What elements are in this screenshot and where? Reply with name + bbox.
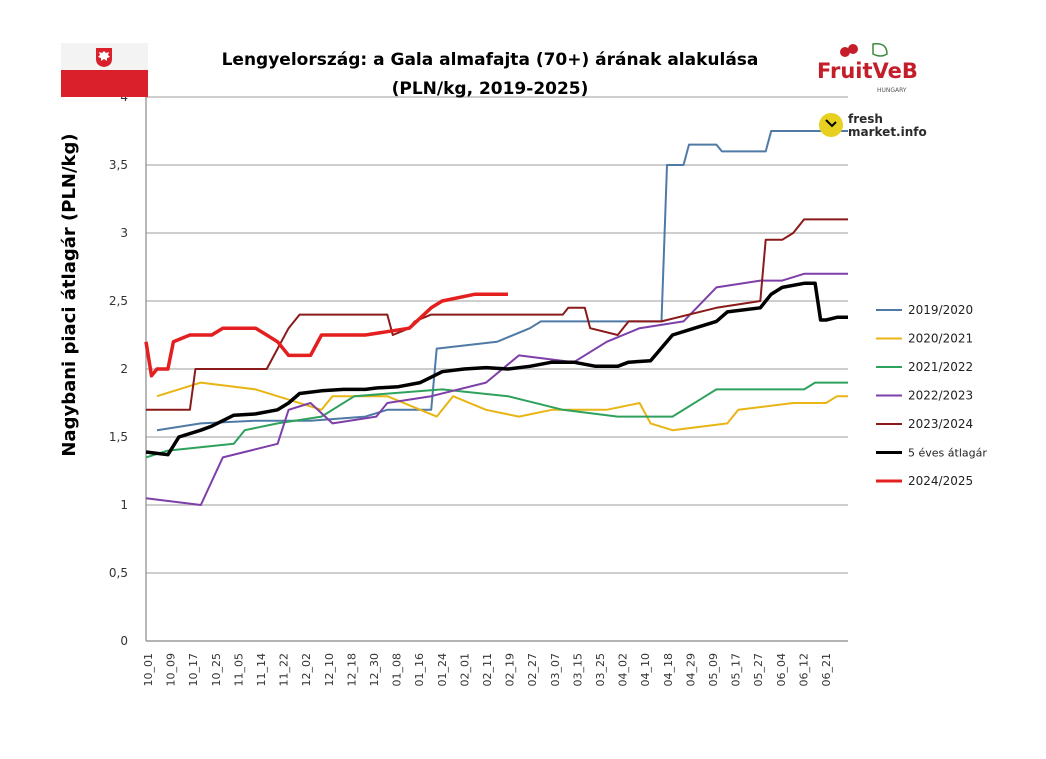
x-tick-label: 04_10	[639, 653, 652, 687]
series-line	[156, 381, 848, 432]
series-line	[145, 381, 848, 459]
chart-title: Lengyelország: a Gala almafajta (70+) ár…	[160, 46, 820, 104]
y-tick-label: 2	[120, 362, 128, 376]
x-tick-label: 06_12	[797, 653, 810, 687]
y-tick-label: 0,5	[109, 566, 128, 580]
x-tick-label: 05_27	[752, 653, 765, 687]
x-tick-label: 12_18	[345, 653, 358, 687]
y-axis-label: Nagybani piaci átlagár (PLN/kg)	[59, 133, 80, 457]
svg-text:HUNGARY: HUNGARY	[877, 87, 907, 94]
y-tick-label: 1,5	[109, 430, 128, 444]
legend-label: 2021/2022	[908, 360, 973, 374]
x-tick-label: 02_01	[458, 653, 471, 687]
series-line	[145, 281, 848, 457]
x-tick-label: 02_19	[504, 653, 517, 687]
x-tick-label: 10_17	[187, 653, 200, 687]
legend-label: 2023/2024	[908, 417, 973, 431]
x-tick-label: 02_27	[526, 653, 539, 687]
y-tick-label: 1	[120, 498, 128, 512]
x-tick-label: 04_18	[662, 653, 675, 687]
x-tick-label: 11_14	[255, 653, 268, 687]
x-tick-label: 12_30	[368, 653, 381, 687]
x-tick-label: 12_02	[300, 653, 313, 687]
gridlines	[146, 96, 848, 574]
legend-label: 2020/2021	[908, 332, 973, 346]
x-tick-label: 11_05	[232, 653, 245, 687]
x-tick-label: 04_29	[684, 653, 697, 687]
y-tick-label: 2,5	[109, 294, 128, 308]
series-line	[144, 292, 508, 378]
x-tick-label: 01_16	[413, 653, 426, 687]
x-tick-label: 06_21	[820, 653, 833, 687]
x-tick-label: 10_01	[142, 653, 155, 687]
x-tick-label: 10_09	[165, 653, 178, 687]
y-tick-label: 4	[120, 90, 128, 104]
y-tick-labels: 0 0,5 1 1,5 2 2,5 3 3,5 4	[109, 90, 128, 648]
svg-text:fresh: fresh	[848, 112, 883, 126]
x-tick-label: 12_10	[323, 653, 336, 687]
x-tick-label: 01_24	[436, 653, 449, 687]
x-tick-label: 03_07	[549, 653, 562, 687]
y-tick-label: 3	[120, 226, 128, 240]
fruitveb-logo: FruitVeB HUNGARY	[817, 42, 918, 94]
svg-text:FruitVeB: FruitVeB	[817, 59, 918, 83]
y-tick-label: 0	[120, 634, 128, 648]
x-tick-label: 03_15	[571, 653, 584, 687]
chart-title-line1: Lengyelország: a Gala almafajta (70+) ár…	[221, 50, 759, 70]
legend-label: 2024/2025	[908, 474, 973, 488]
x-tick-label: 03_25	[594, 653, 607, 687]
x-tick-label: 11_22	[278, 653, 291, 687]
x-tick-label: 04_02	[617, 653, 630, 687]
x-tick-label: 05_17	[730, 653, 743, 687]
series-line	[156, 130, 848, 432]
x-tick-label: 05_09	[707, 653, 720, 687]
svg-text:market.info: market.info	[848, 125, 927, 139]
legend-label: 2019/2020	[908, 303, 973, 317]
y-tick-label: 3,5	[109, 158, 128, 172]
axes	[145, 97, 848, 642]
series-line	[145, 272, 848, 506]
chart-title-line2: (PLN/kg, 2019-2025)	[391, 79, 589, 99]
freshmarket-logo: fresh market.info	[819, 112, 927, 139]
x-tick-label: 06_04	[775, 653, 788, 687]
series-lines	[144, 130, 848, 506]
x-tick-label: 10_25	[210, 653, 223, 687]
x-tick-label: 02_11	[481, 653, 494, 687]
flag-red-stripe	[61, 70, 148, 97]
legend-label: 5 éves átlagár	[908, 447, 987, 460]
legend-label: 2022/2023	[908, 389, 973, 403]
coat-of-arms-icon	[96, 48, 112, 67]
x-tick-label: 01_08	[391, 653, 404, 687]
series-line	[146, 218, 848, 411]
x-tick-labels: 10_01 10_09 10_17 10_25 11_05 11_14 11_22 12_02…	[142, 653, 833, 687]
poland-flag	[61, 43, 148, 97]
legend: 2019/2020 2020/2021 2021/2022 2022/2023 2023…	[876, 303, 987, 488]
